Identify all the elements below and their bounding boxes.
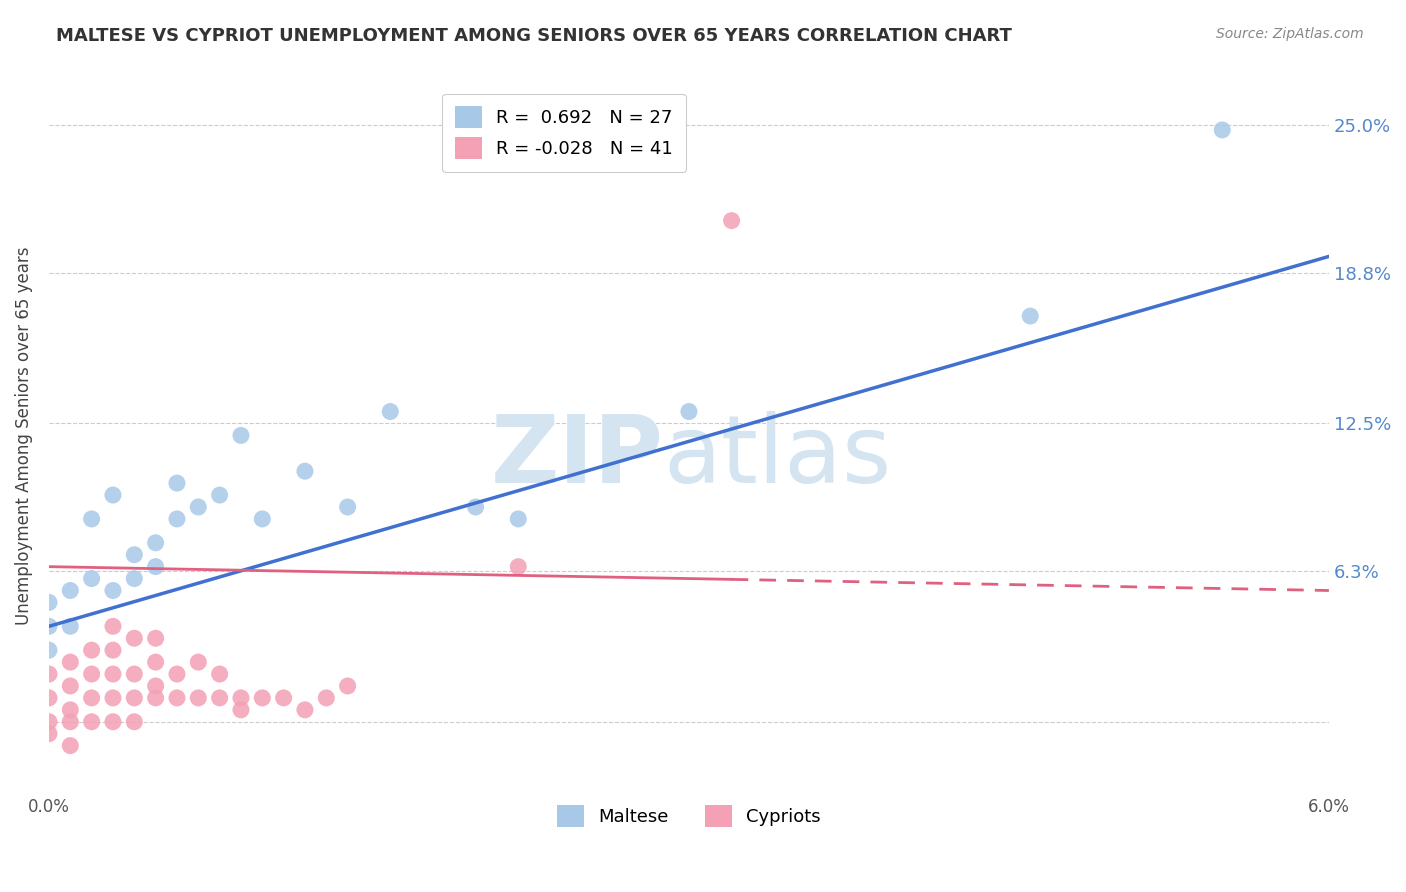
Point (145, 679, 167, 693)
Point (315, 690, 337, 705)
Point (336, 679, 359, 693)
Point (145, 559, 167, 574)
Point (145, 632, 167, 646)
Point (38, 714, 60, 729)
Point (273, 690, 295, 705)
Point (59, 703, 82, 717)
Point (678, 404, 700, 418)
Point (187, 655, 209, 669)
Point (80, 690, 103, 705)
Point (124, 690, 146, 705)
Point (145, 655, 167, 669)
Point (252, 690, 274, 705)
Point (124, 714, 146, 729)
Point (38, 619, 60, 633)
Point (101, 488, 124, 502)
Point (124, 548, 146, 562)
Text: ZIP: ZIP (491, 411, 664, 503)
Point (59, 739, 82, 753)
Point (1019, 309, 1042, 323)
Point (101, 583, 124, 598)
Point (294, 703, 316, 717)
Point (208, 667, 231, 681)
Point (508, 559, 530, 574)
Point (166, 667, 188, 681)
Point (229, 703, 252, 717)
Text: MALTESE VS CYPRIOT UNEMPLOYMENT AMONG SENIORS OVER 65 YEARS CORRELATION CHART: MALTESE VS CYPRIOT UNEMPLOYMENT AMONG SE… (56, 27, 1012, 45)
Point (59, 655, 82, 669)
Legend: Maltese, Cypriots: Maltese, Cypriots (550, 798, 828, 834)
Point (101, 643, 124, 657)
Point (229, 690, 252, 705)
Point (80, 714, 103, 729)
Point (124, 632, 146, 646)
Text: atlas: atlas (664, 411, 891, 503)
Point (124, 572, 146, 586)
Point (187, 500, 209, 514)
Text: Source: ZipAtlas.com: Source: ZipAtlas.com (1216, 27, 1364, 41)
Point (80, 643, 103, 657)
Point (1211, 123, 1233, 137)
Point (59, 583, 82, 598)
Point (59, 619, 82, 633)
Point (380, 404, 402, 418)
Point (166, 690, 188, 705)
Point (101, 619, 124, 633)
Point (464, 500, 486, 514)
Point (38, 690, 60, 705)
Point (101, 667, 124, 681)
Point (38, 727, 60, 741)
Point (38, 667, 60, 681)
Point (145, 535, 167, 549)
Point (508, 512, 530, 526)
Point (166, 512, 188, 526)
Point (336, 500, 359, 514)
Point (80, 512, 103, 526)
Point (187, 690, 209, 705)
Point (124, 667, 146, 681)
Point (38, 595, 60, 609)
Point (720, 213, 742, 227)
Point (208, 690, 231, 705)
Point (80, 667, 103, 681)
Point (229, 428, 252, 442)
Point (59, 714, 82, 729)
Y-axis label: Unemployment Among Seniors over 65 years: Unemployment Among Seniors over 65 years (15, 246, 32, 624)
Point (101, 714, 124, 729)
Point (294, 464, 316, 478)
Point (208, 488, 231, 502)
Point (145, 690, 167, 705)
Point (101, 690, 124, 705)
Point (80, 572, 103, 586)
Point (38, 643, 60, 657)
Point (166, 476, 188, 491)
Point (252, 512, 274, 526)
Point (59, 679, 82, 693)
